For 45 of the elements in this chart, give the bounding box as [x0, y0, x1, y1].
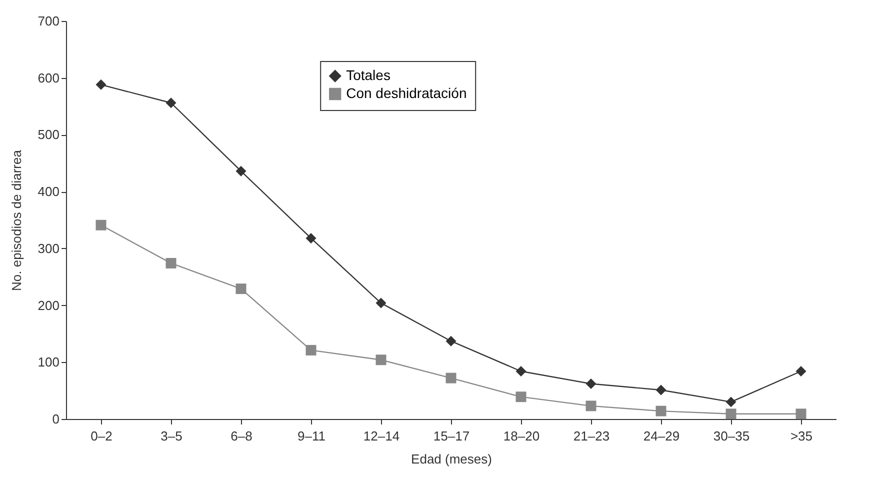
y-tick-label: 200	[38, 298, 60, 313]
point	[306, 344, 316, 356]
y-tick-label: 600	[38, 70, 60, 86]
y-tick-label: 0	[52, 412, 60, 426]
x-tick-label: >35	[790, 428, 813, 444]
point	[516, 366, 526, 376]
point	[446, 336, 456, 346]
x-tick-label: 30–35	[713, 428, 750, 444]
y-tick-label: 700	[38, 14, 60, 28]
point	[166, 98, 176, 108]
point	[726, 408, 736, 420]
point	[306, 232, 316, 244]
x-axis-title: Edad (meses)	[411, 452, 492, 466]
point	[236, 284, 246, 294]
point	[376, 298, 386, 308]
x-tick-label: 24–29	[643, 428, 680, 444]
point	[376, 354, 386, 366]
y-tick-label: 500	[38, 127, 60, 142]
point	[796, 366, 806, 376]
point	[96, 220, 106, 230]
x-tick-label: 18–20	[503, 428, 540, 444]
x-tick-label: 0–2	[90, 428, 112, 444]
x-tick-label: 12–14	[363, 428, 400, 444]
point	[236, 166, 246, 176]
y-axis-title: No. episodios de diarrea	[8, 149, 24, 291]
point	[586, 400, 596, 412]
point	[446, 372, 456, 384]
legend-label: Totales	[346, 67, 390, 83]
point	[656, 406, 666, 416]
y-tick-label: 300	[38, 240, 60, 256]
y-tick-label: 400	[38, 184, 60, 200]
x-tick-label: 9–11	[298, 428, 326, 444]
point	[726, 396, 736, 408]
y-tick-label: 100	[38, 354, 60, 370]
point	[796, 408, 806, 420]
point	[166, 258, 176, 268]
point	[516, 392, 526, 402]
x-tick-label: 15–17	[433, 428, 470, 444]
point	[96, 79, 106, 90]
point	[586, 378, 596, 389]
x-tick-label: 21–23	[573, 428, 610, 444]
x-tick-label: 6–8	[230, 428, 252, 444]
x-tick-label: 3–5	[160, 428, 182, 444]
legend-label: Con deshidratación	[346, 85, 467, 101]
point	[656, 384, 666, 396]
